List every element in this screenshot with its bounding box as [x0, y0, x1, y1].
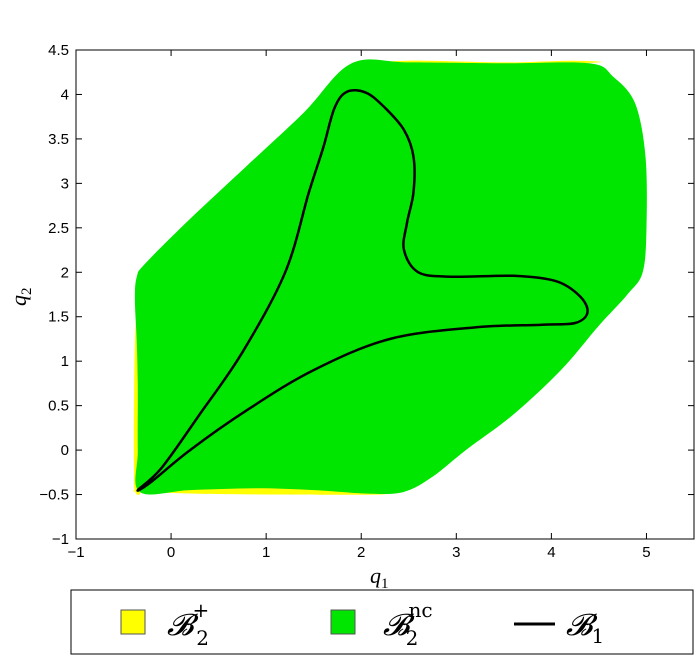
- x-tick-label: 4: [547, 544, 555, 561]
- y-tick-label: 1.5: [48, 309, 69, 326]
- x-tick-label: 1: [262, 544, 270, 561]
- y-axis-label: q2: [6, 288, 35, 307]
- y-tick-label: −1: [52, 531, 69, 548]
- y-tick-label: −0.5: [39, 487, 69, 504]
- y-tick-label: 3: [61, 175, 69, 192]
- plot-frame: [75, 49, 695, 540]
- y-tick-label: 0: [61, 442, 69, 459]
- y-tick-label: 0.5: [48, 398, 69, 415]
- legend-box: [70, 589, 694, 655]
- b2-nc-regions: [134, 59, 647, 495]
- legend-label-b2-nc: 𝓑nc 2: [383, 598, 433, 650]
- x-tick-label: 3: [452, 544, 460, 561]
- y-tick-label: 4: [61, 86, 69, 103]
- x-tick-label: −1: [67, 544, 84, 561]
- y-tick-label: 4.5: [48, 42, 69, 59]
- x-tick-label: 2: [357, 544, 365, 561]
- b1-curve: [136, 89, 589, 492]
- legend: 𝓑+ 2 𝓑nc 2 𝓑1: [70, 589, 694, 655]
- y-tick-label: 2: [61, 264, 69, 281]
- y-tick-label: 2.5: [48, 220, 69, 237]
- legend-swatch-b2-plus: [120, 609, 146, 635]
- b2-nc-region-0: [134, 59, 647, 495]
- y-axis-ticks: −1 −0.5 0 0.5 1 1.5 2 2.5 3 3.5 4 4.5: [39, 42, 694, 548]
- b1-curve-layer: [136, 89, 589, 492]
- x-tick-label: 0: [167, 544, 175, 561]
- legend-swatch-b2-nc: [330, 609, 356, 635]
- y-tick-label: 3.5: [48, 131, 69, 148]
- x-axis-ticks: −1 0 1 2 3 4 5: [67, 50, 651, 561]
- x-tick-label: 5: [642, 544, 650, 561]
- x-axis-label: q1: [370, 563, 389, 592]
- y-tick-label: 1: [61, 353, 69, 370]
